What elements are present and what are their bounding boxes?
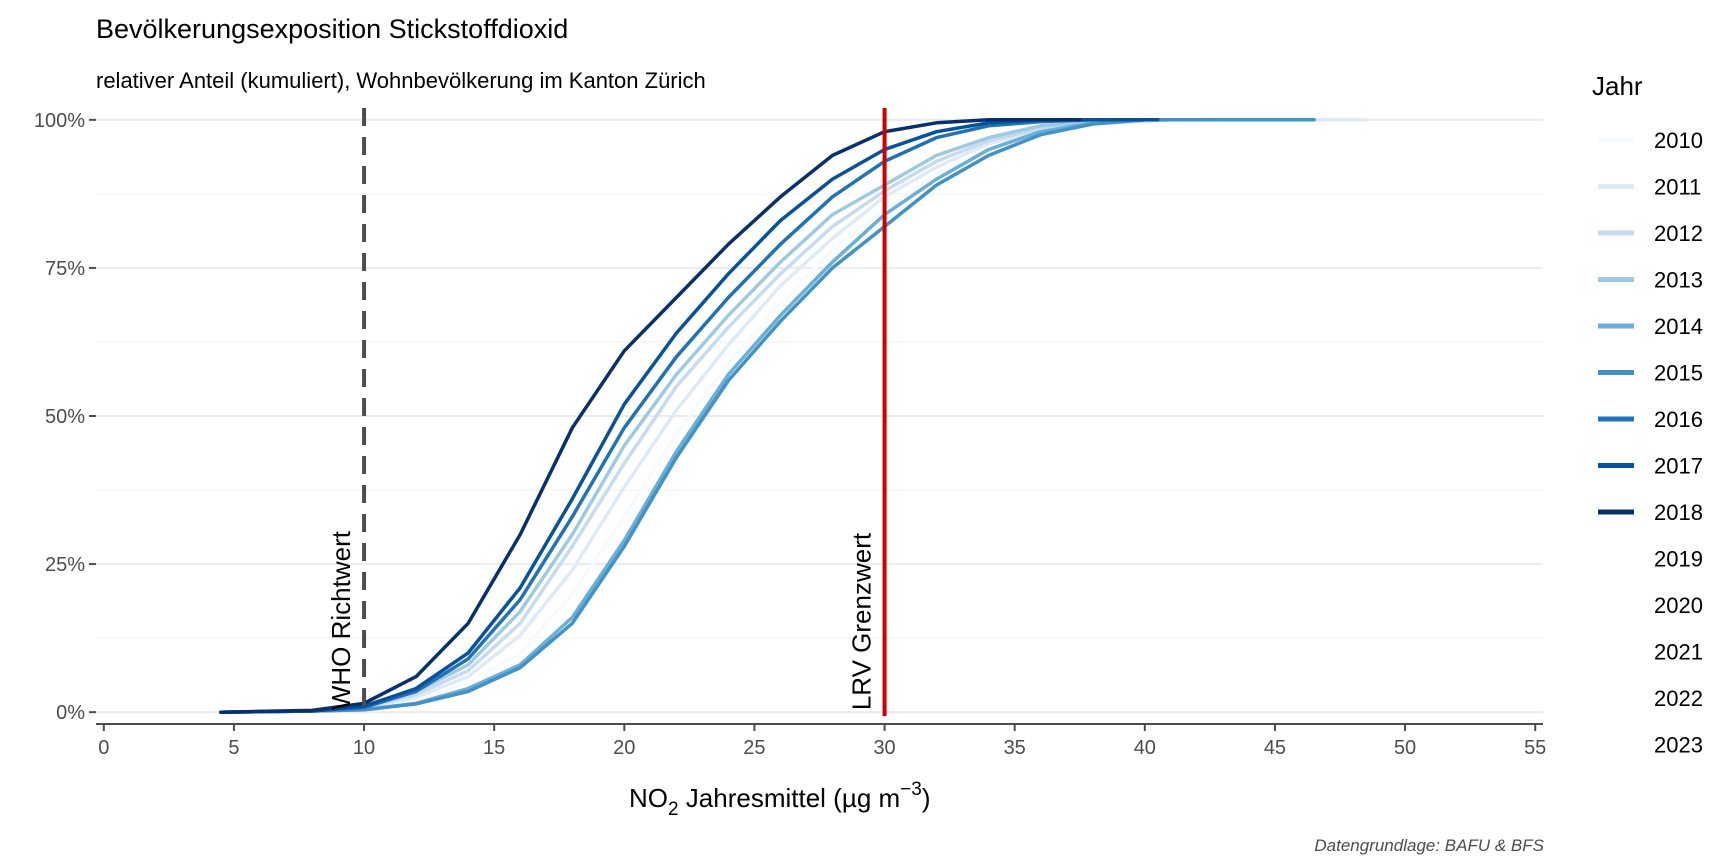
series-line-2016 (219, 118, 1160, 714)
x-tick-label: 50 (1394, 737, 1416, 759)
legend-label-2015: 2015 (1654, 361, 1703, 386)
legend-label-2017: 2017 (1654, 454, 1703, 479)
series-line-2015 (219, 118, 1316, 714)
legend: 2010 2011 2012 2013 2014 2015 2016 2017 2018 2019… (1598, 128, 1703, 758)
series-lines (219, 118, 1368, 714)
x-tick-label: 40 (1134, 737, 1156, 759)
x-tick-label: 0 (98, 737, 109, 759)
y-tick-label: 100% (34, 110, 85, 132)
y-axis-ticks: 0% 25% 50% 75% 100% (34, 110, 96, 724)
y-tick-label: 50% (45, 406, 85, 428)
x-tick-label: 20 (613, 737, 635, 759)
x-tick-label: 45 (1264, 737, 1286, 759)
reference-label-1: WHO Richtwert (326, 530, 356, 710)
legend-label-2011: 2011 (1654, 175, 1701, 200)
y-tick-label: 0% (56, 702, 85, 724)
series-line-2017 (219, 118, 1160, 714)
x-tick-label: 25 (743, 737, 765, 759)
reference-lines: WHO Richtwert LRV Grenzwert (326, 108, 887, 717)
x-tick-label: 15 (483, 737, 505, 759)
x-axis-ticks: 0 5 10 15 20 25 30 35 40 45 50 55 (98, 724, 1546, 759)
legend-label-2012: 2012 (1654, 221, 1703, 246)
x-axis-title: NO2 Jahresmittel (µg m−3) (629, 779, 931, 820)
x-axis-title-rest: Jahresmittel (µg m (679, 783, 901, 813)
x-axis-title-subscript: 2 (668, 799, 679, 820)
x-axis-title-main: NO (629, 783, 668, 813)
legend-label-2014: 2014 (1654, 314, 1703, 339)
x-tick-label: 30 (873, 737, 895, 759)
legend-label-2021: 2021 (1654, 640, 1703, 665)
legend-label-2019: 2019 (1654, 547, 1703, 572)
y-tick-label: 25% (45, 554, 85, 576)
legend-label-2023: 2023 (1654, 733, 1703, 758)
chart-title: Bevölkerungsexposition Stickstoffdioxid (96, 14, 568, 44)
reference-label-2: LRV Grenzwert (847, 532, 877, 710)
legend-label-2010: 2010 (1654, 128, 1703, 153)
legend-label-2016: 2016 (1654, 407, 1703, 432)
x-axis-title-end: ) (922, 783, 931, 813)
legend-label-2013: 2013 (1654, 268, 1703, 293)
series-line-2012 (219, 118, 1316, 714)
series-line-2018 (219, 118, 1082, 714)
x-tick-label: 5 (228, 737, 239, 759)
x-axis-title-superscript: −3 (900, 779, 922, 800)
y-tick-label: 75% (45, 258, 85, 280)
x-tick-label: 35 (1004, 737, 1026, 759)
x-tick-label: 10 (353, 737, 375, 759)
legend-label-2020: 2020 (1654, 593, 1703, 618)
chart-caption: Datengrundlage: BAFU & BFS (1314, 836, 1544, 855)
legend-label-2022: 2022 (1654, 686, 1703, 711)
legend-label-2018: 2018 (1654, 500, 1703, 525)
chart-subtitle: relativer Anteil (kumuliert), Wohnbevölk… (96, 68, 706, 93)
x-tick-label: 55 (1524, 737, 1546, 759)
legend-title: Jahr (1592, 71, 1643, 101)
